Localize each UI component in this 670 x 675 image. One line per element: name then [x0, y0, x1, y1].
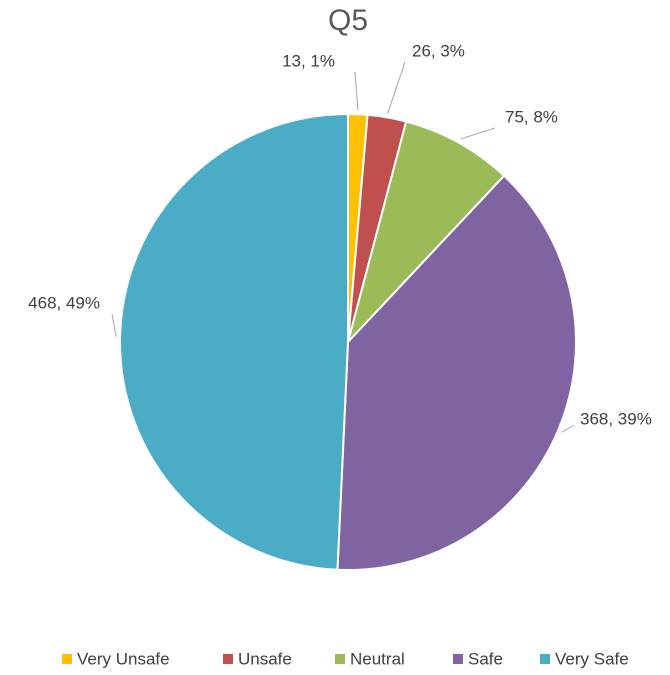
leader-line — [111, 313, 117, 337]
legend-swatch — [453, 654, 463, 664]
legend-swatch — [223, 654, 233, 664]
data-label: 13, 1% — [282, 51, 335, 70]
legend-swatch — [62, 654, 72, 664]
legend-label: Very Safe — [555, 649, 629, 668]
data-label: 368, 39% — [580, 409, 652, 428]
chart-title: Q5 — [328, 4, 368, 37]
pie-slice — [118, 112, 349, 571]
leader-line — [561, 424, 575, 433]
data-label: 75, 8% — [505, 107, 558, 126]
leader-line — [354, 71, 359, 111]
legend-label: Neutral — [350, 649, 405, 668]
legend-label: Unsafe — [238, 649, 292, 668]
pie-slice — [336, 174, 577, 571]
data-label: 26, 3% — [412, 41, 465, 60]
data-label: 468, 49% — [28, 293, 100, 312]
pie-slice — [347, 120, 506, 343]
legend-label: Very Unsafe — [77, 649, 170, 668]
legend-swatch — [540, 654, 550, 664]
legend-label: Safe — [468, 649, 503, 668]
legend-swatch — [335, 654, 345, 664]
leader-line — [387, 61, 406, 114]
leader-line — [460, 127, 496, 140]
